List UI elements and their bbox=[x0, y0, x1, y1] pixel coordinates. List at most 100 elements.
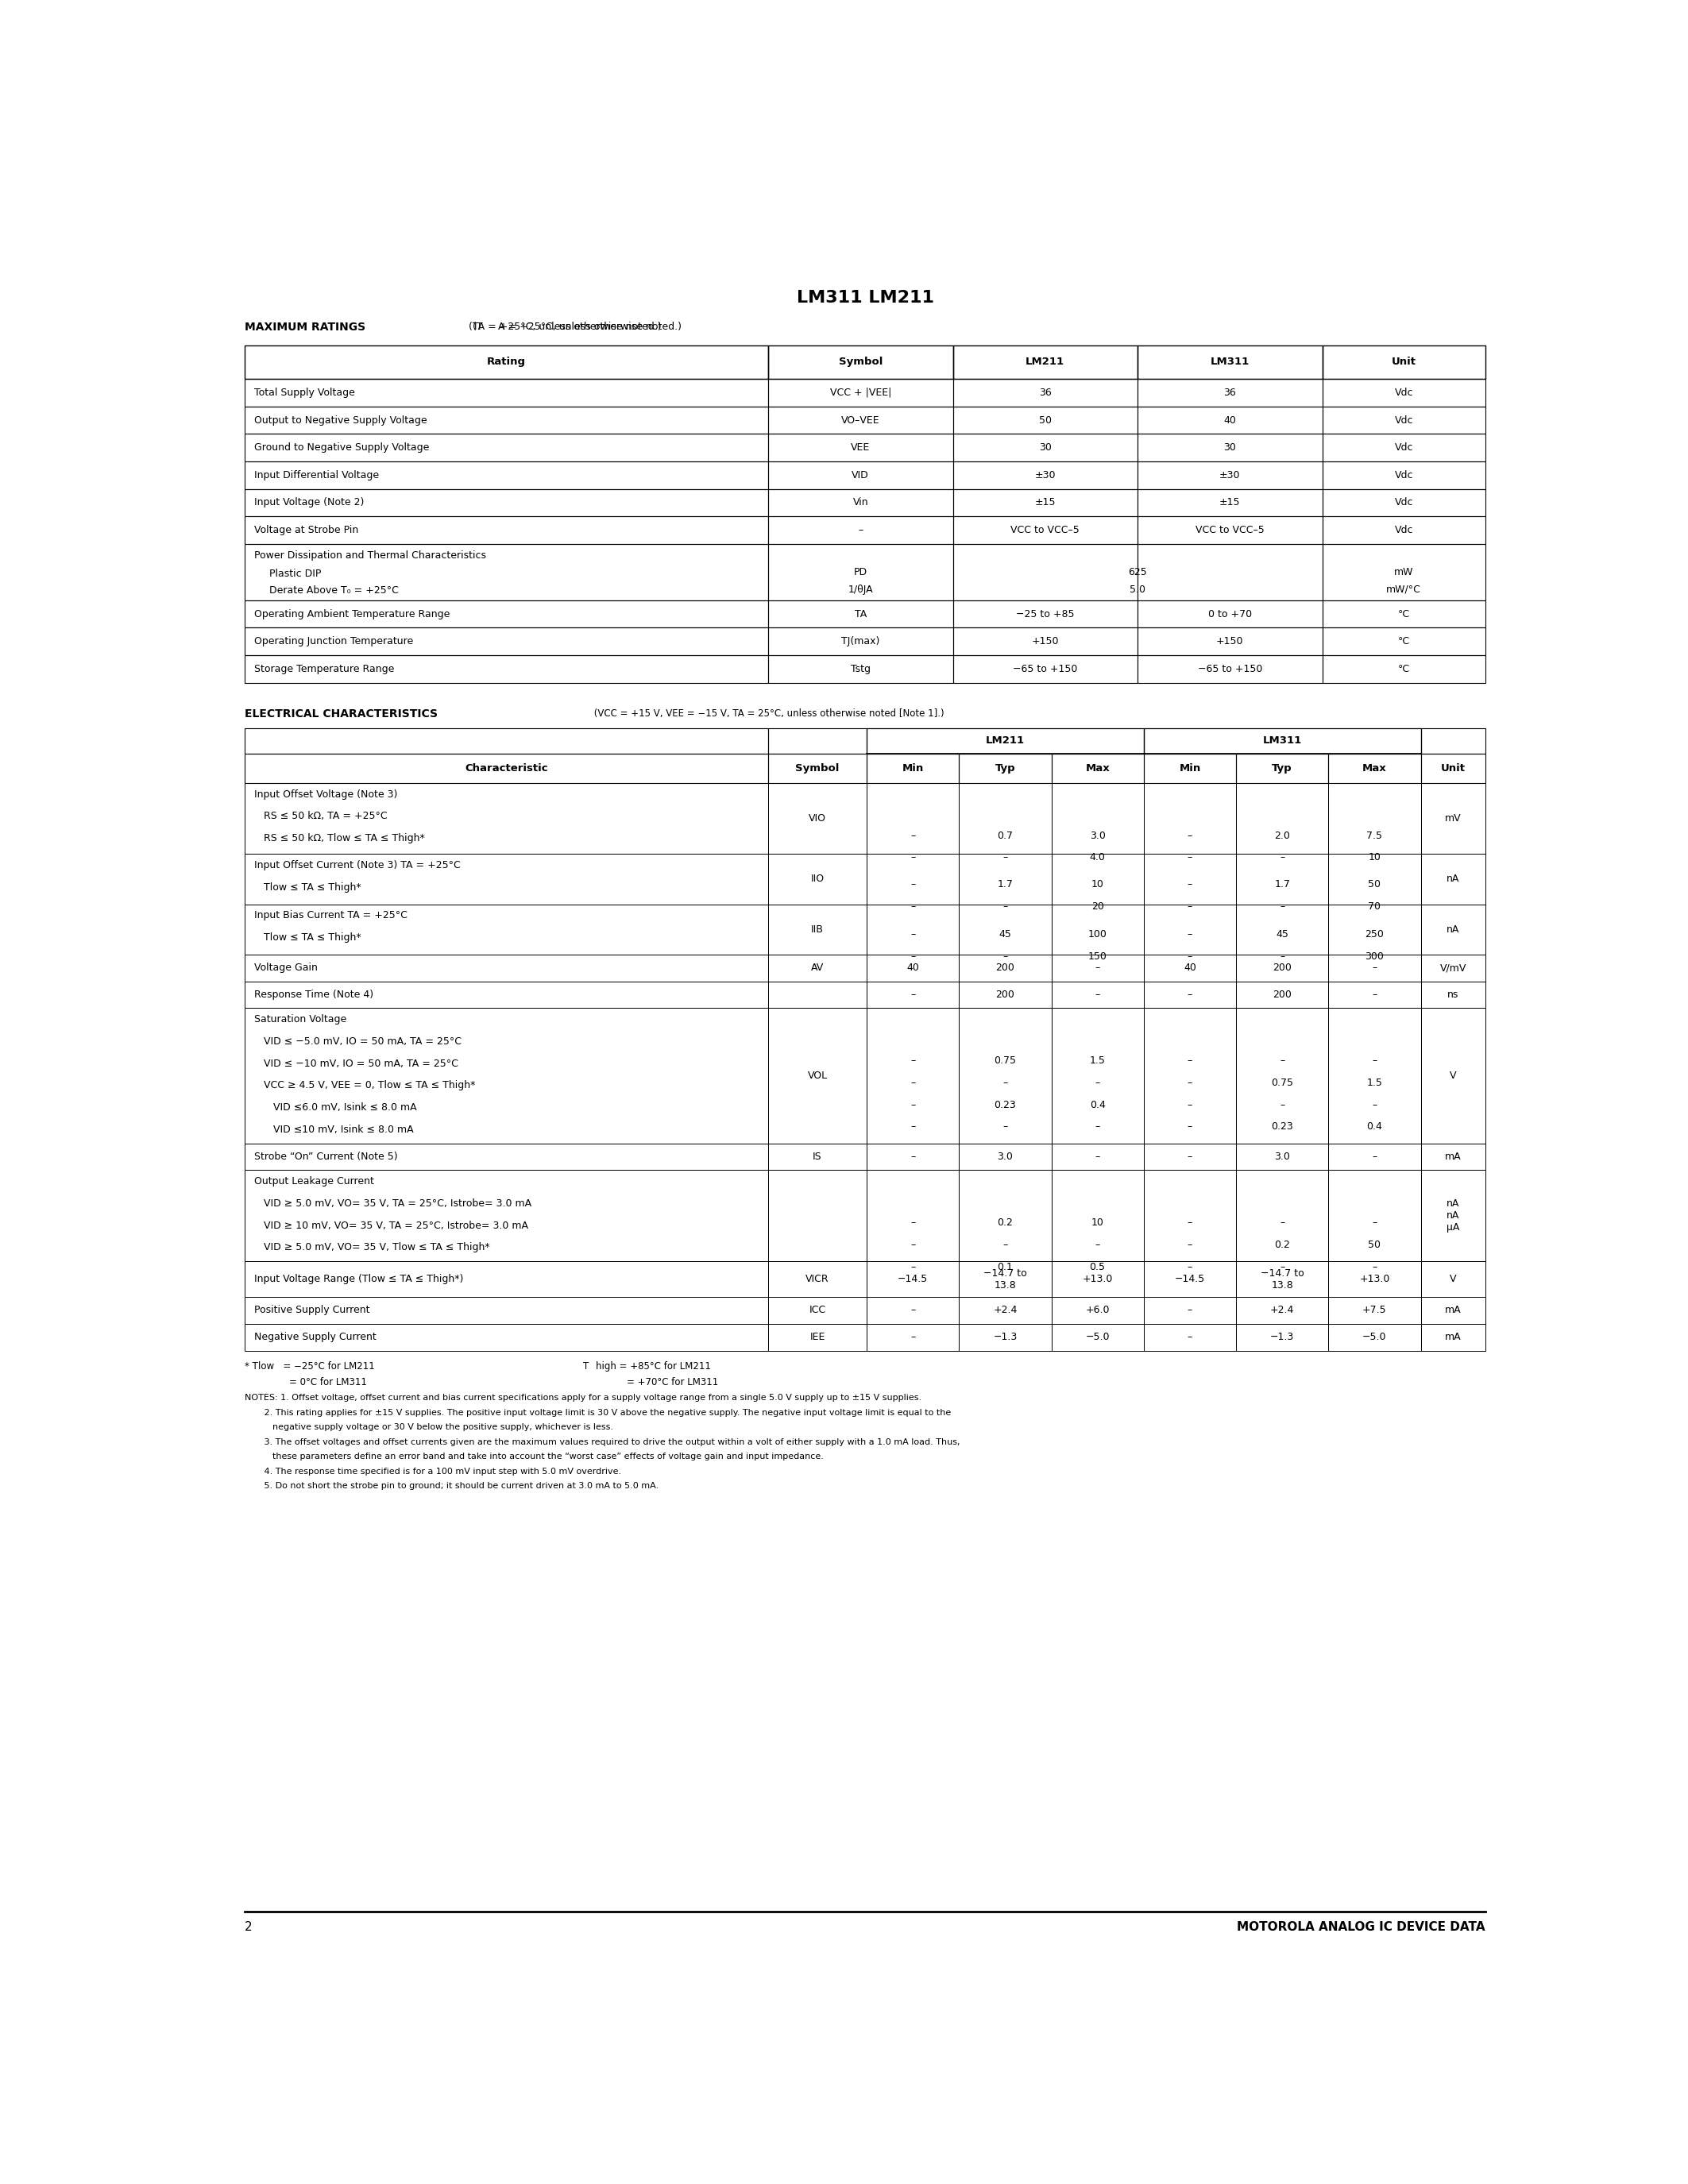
Text: Typ: Typ bbox=[1273, 762, 1293, 773]
Text: –: – bbox=[910, 1262, 915, 1271]
Text: –: – bbox=[1187, 989, 1192, 1000]
Bar bbox=[1236, 1171, 1328, 1262]
Bar bbox=[959, 854, 1052, 904]
Bar bbox=[1138, 406, 1322, 435]
Text: +150: +150 bbox=[1215, 636, 1244, 646]
Bar bbox=[866, 784, 959, 854]
Text: °C: °C bbox=[1398, 636, 1409, 646]
Bar bbox=[1328, 981, 1421, 1009]
Text: = +70°C for LM311: = +70°C for LM311 bbox=[626, 1376, 717, 1387]
Bar bbox=[1144, 1262, 1236, 1297]
Text: −14.7 to
13.8: −14.7 to 13.8 bbox=[1261, 1269, 1303, 1291]
Bar bbox=[1421, 904, 1485, 954]
Bar bbox=[1052, 854, 1144, 904]
Text: Tstg: Tstg bbox=[851, 664, 871, 675]
Bar bbox=[1138, 601, 1322, 627]
Bar bbox=[1421, 1262, 1485, 1297]
Bar bbox=[1421, 784, 1485, 854]
Text: –: – bbox=[1372, 1262, 1377, 1271]
Text: Vdc: Vdc bbox=[1394, 415, 1413, 426]
Bar bbox=[1322, 461, 1485, 489]
Text: 36: 36 bbox=[1038, 387, 1052, 397]
Bar bbox=[1144, 1171, 1236, 1262]
Bar bbox=[959, 1142, 1052, 1171]
Text: 4.0: 4.0 bbox=[1090, 852, 1106, 863]
Text: 200: 200 bbox=[1273, 989, 1291, 1000]
Bar bbox=[1322, 627, 1485, 655]
Text: 2: 2 bbox=[245, 1922, 253, 1933]
Text: 300: 300 bbox=[1366, 952, 1384, 961]
Bar bbox=[245, 1142, 768, 1171]
Bar bbox=[1052, 1324, 1144, 1350]
Text: VICR: VICR bbox=[805, 1273, 829, 1284]
Text: V: V bbox=[1450, 1273, 1457, 1284]
Text: –: – bbox=[1280, 852, 1285, 863]
Text: Input Offset Voltage (Note 3): Input Offset Voltage (Note 3) bbox=[255, 788, 397, 799]
Bar bbox=[1138, 655, 1322, 684]
Text: (T: (T bbox=[469, 321, 483, 332]
Text: –: – bbox=[910, 902, 915, 911]
Text: –: – bbox=[1280, 1262, 1285, 1271]
Text: RS ≤ 50 kΩ, Tlow ≤ TA ≤ Thigh*: RS ≤ 50 kΩ, Tlow ≤ TA ≤ Thigh* bbox=[255, 834, 425, 843]
Text: VCC + |VEE|: VCC + |VEE| bbox=[830, 387, 891, 397]
Text: ns: ns bbox=[1447, 989, 1458, 1000]
Bar bbox=[959, 1262, 1052, 1297]
Bar bbox=[245, 489, 768, 515]
Text: –: – bbox=[1187, 830, 1192, 841]
Bar bbox=[1421, 727, 1485, 753]
Text: +13.0: +13.0 bbox=[1359, 1273, 1389, 1284]
Text: Tlow ≤ TA ≤ Thigh*: Tlow ≤ TA ≤ Thigh* bbox=[255, 882, 361, 893]
Bar bbox=[768, 1142, 866, 1171]
Text: −1.3: −1.3 bbox=[1269, 1332, 1295, 1343]
Text: −65 to +150: −65 to +150 bbox=[1013, 664, 1077, 675]
Text: 3.0: 3.0 bbox=[1274, 1151, 1290, 1162]
Bar bbox=[768, 1171, 866, 1262]
Bar bbox=[245, 954, 768, 981]
Text: −25 to +85: −25 to +85 bbox=[1016, 609, 1074, 620]
Text: 50: 50 bbox=[1369, 1241, 1381, 1249]
Text: 0.4: 0.4 bbox=[1367, 1123, 1382, 1131]
Text: 50: 50 bbox=[1038, 415, 1052, 426]
Text: low   = −25°C for LM211: low = −25°C for LM211 bbox=[258, 1361, 375, 1372]
Bar bbox=[1421, 1297, 1485, 1324]
Bar bbox=[1236, 1324, 1328, 1350]
Text: 4. The response time specified is for a 100 mV input step with 5.0 mV overdrive.: 4. The response time specified is for a … bbox=[245, 1468, 621, 1476]
Bar bbox=[1322, 406, 1485, 435]
Text: VID ≤10 mV, Isink ≤ 8.0 mA: VID ≤10 mV, Isink ≤ 8.0 mA bbox=[255, 1125, 414, 1136]
Text: ±30: ±30 bbox=[1035, 470, 1055, 480]
Bar bbox=[1236, 784, 1328, 854]
Text: 1/θJA: 1/θJA bbox=[847, 585, 873, 594]
Text: –: – bbox=[1003, 1241, 1008, 1249]
Text: –: – bbox=[910, 1219, 915, 1227]
Bar bbox=[1328, 854, 1421, 904]
Bar bbox=[1322, 515, 1485, 544]
Bar bbox=[245, 627, 768, 655]
Text: −14.5: −14.5 bbox=[1175, 1273, 1205, 1284]
Text: –: – bbox=[1096, 1077, 1101, 1088]
Text: –: – bbox=[1187, 852, 1192, 863]
Bar bbox=[1052, 981, 1144, 1009]
Bar bbox=[245, 544, 768, 601]
Bar bbox=[768, 378, 952, 406]
Bar bbox=[1328, 1009, 1421, 1142]
Text: mA: mA bbox=[1445, 1151, 1462, 1162]
Bar bbox=[1144, 854, 1236, 904]
Text: T: T bbox=[584, 1361, 589, 1372]
Bar bbox=[245, 753, 768, 784]
Text: –: – bbox=[1187, 1262, 1192, 1271]
Text: –: – bbox=[1187, 1241, 1192, 1249]
Text: Derate Above T₀ = +25°C: Derate Above T₀ = +25°C bbox=[270, 585, 398, 596]
Text: Min: Min bbox=[901, 762, 923, 773]
Text: (TA = +25°C, unless otherwise noted.): (TA = +25°C, unless otherwise noted.) bbox=[466, 321, 662, 332]
Text: –: – bbox=[1187, 1332, 1192, 1343]
Text: Ground to Negative Supply Voltage: Ground to Negative Supply Voltage bbox=[255, 443, 429, 452]
Bar bbox=[1052, 1297, 1144, 1324]
Text: 2. This rating applies for ±15 V supplies. The positive input voltage limit is 3: 2. This rating applies for ±15 V supplie… bbox=[245, 1409, 952, 1417]
Bar bbox=[768, 753, 866, 784]
Bar bbox=[866, 727, 1144, 753]
Text: Unit: Unit bbox=[1440, 762, 1465, 773]
Text: these parameters define an error band and take into account the “worst case” eff: these parameters define an error band an… bbox=[245, 1452, 824, 1461]
Text: Vdc: Vdc bbox=[1394, 470, 1413, 480]
Text: 10: 10 bbox=[1369, 852, 1381, 863]
Bar bbox=[1328, 1171, 1421, 1262]
